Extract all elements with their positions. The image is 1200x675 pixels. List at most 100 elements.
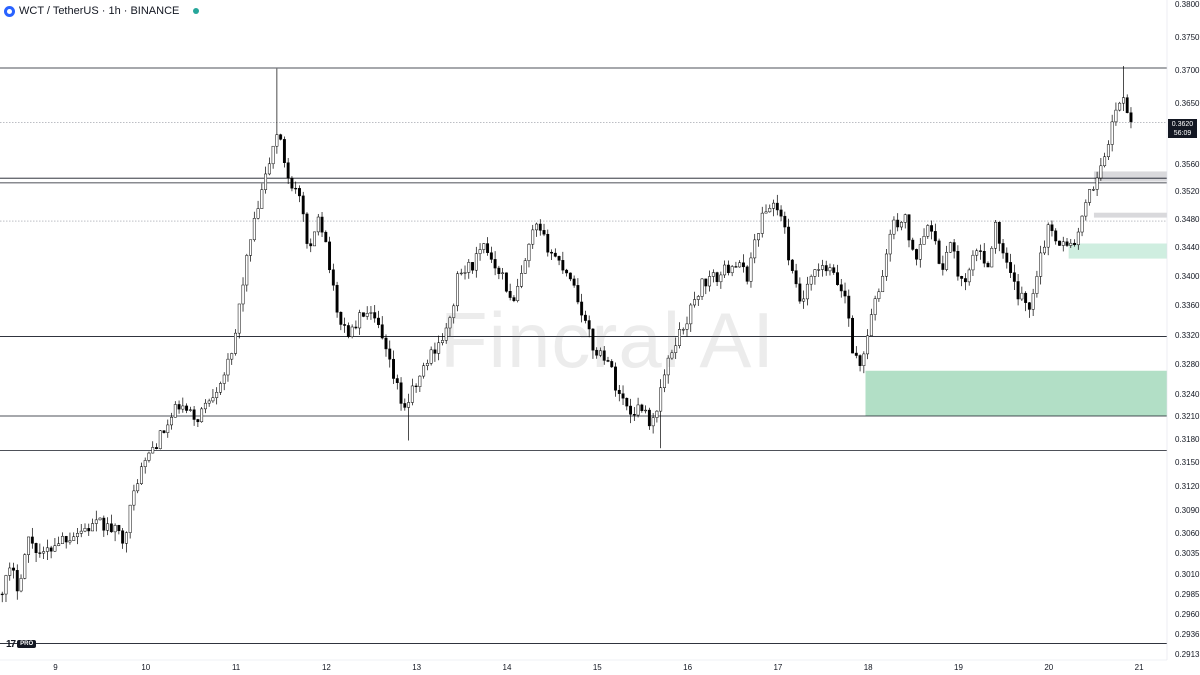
candle-down <box>12 567 15 571</box>
candle-up <box>139 466 143 484</box>
market-status-icon <box>193 8 200 14</box>
candle-up <box>316 216 320 233</box>
candle-down <box>87 528 91 532</box>
candle-down <box>309 243 313 247</box>
candle-down <box>783 215 787 228</box>
candle-up <box>1031 293 1035 310</box>
candle-down <box>986 262 990 268</box>
candle-up <box>764 211 768 214</box>
candle-up <box>128 504 132 533</box>
candle-up <box>264 173 268 190</box>
candle-up <box>1035 276 1039 294</box>
candle-up <box>94 519 98 524</box>
y-tick-label: 0.3700 <box>1175 66 1200 75</box>
candle-up <box>922 236 926 245</box>
candle-up <box>350 326 354 337</box>
candle-up <box>173 404 177 418</box>
tradingview-logo[interactable]: 17 PRO <box>6 639 37 650</box>
candle-down <box>956 250 960 277</box>
candle-down <box>896 219 900 228</box>
candle-up <box>1099 165 1103 179</box>
candle-down <box>580 301 584 316</box>
candle-up <box>708 276 712 287</box>
candle-up <box>369 312 373 314</box>
candle-up <box>234 332 237 354</box>
x-axis[interactable]: 9 10 11 12 13 14 15 16 17 18 19 20 21 <box>53 663 1144 672</box>
candle-down <box>1050 224 1054 232</box>
candle-down <box>915 249 918 260</box>
candle-down <box>1054 230 1058 242</box>
candle-up <box>877 291 881 299</box>
candle-up <box>994 221 997 249</box>
candle-up <box>456 273 459 307</box>
candle-down <box>553 252 557 257</box>
candle-up <box>700 278 704 297</box>
x-tick-label: 15 <box>593 663 602 672</box>
candle-up <box>674 345 678 353</box>
candle-up <box>1080 215 1084 233</box>
candle-up <box>651 417 655 427</box>
candle-up <box>967 269 971 283</box>
candle-down <box>1058 240 1061 246</box>
candle-up <box>158 430 162 450</box>
candle-up <box>945 251 949 270</box>
candle-up <box>452 305 456 318</box>
candle-up <box>644 409 648 412</box>
candle-down <box>557 256 561 261</box>
candle-down <box>602 350 606 361</box>
candle-up <box>76 533 79 537</box>
candle-up <box>1088 189 1092 203</box>
candle-up <box>143 460 147 467</box>
candle-down <box>343 324 347 326</box>
candle-down <box>538 223 542 231</box>
candle-down <box>346 325 350 337</box>
candle-up <box>98 517 102 521</box>
candle-down <box>395 378 399 383</box>
candle-down <box>354 326 358 329</box>
candle-up <box>72 536 76 541</box>
demand-zone <box>865 370 1167 416</box>
candle-up <box>881 275 885 293</box>
candle-down <box>779 209 783 217</box>
candle-up <box>535 223 538 231</box>
candle-up <box>693 299 696 306</box>
symbol-header[interactable]: WCT / TetherUS · 1h · BINANCE <box>4 4 200 18</box>
candle-down <box>512 297 516 301</box>
candle-down <box>373 312 377 319</box>
x-tick-label: 10 <box>141 663 150 672</box>
candle-up <box>459 272 463 275</box>
candle-down <box>0 593 4 596</box>
candle-down <box>298 188 301 197</box>
candle-up <box>768 208 772 213</box>
last-price-tag: 0.3620 56:09 <box>1168 119 1197 138</box>
y-tick-label: 0.3150 <box>1175 458 1200 467</box>
candle-down <box>279 134 283 140</box>
candle-down <box>380 324 384 339</box>
candle-up <box>260 189 264 209</box>
candle-up <box>271 145 275 165</box>
candle-down <box>843 290 847 297</box>
candle-up <box>275 134 279 147</box>
candle-down <box>952 242 956 252</box>
candle-up <box>422 365 426 377</box>
candle-up <box>760 212 764 234</box>
x-tick-label: 17 <box>773 663 782 672</box>
candle-up <box>1103 156 1107 167</box>
y-axis[interactable]: 0.3800 0.3750 0.3700 0.3650 0.3560 0.3520 0.34… <box>1175 0 1200 659</box>
candle-down <box>561 260 565 271</box>
candle-up <box>245 255 249 286</box>
y-tick-label: 0.3240 <box>1175 390 1200 399</box>
y-tick-label: 0.3060 <box>1175 529 1200 538</box>
y-tick-label: 0.2960 <box>1175 610 1200 619</box>
candle-up <box>1114 109 1118 123</box>
candle-down <box>1016 281 1020 300</box>
candle-down <box>30 536 34 544</box>
candle-up <box>1084 202 1088 217</box>
candle-down <box>647 409 651 427</box>
y-tick-label: 0.3440 <box>1175 243 1200 252</box>
candle-down <box>117 525 121 532</box>
candle-up <box>805 283 809 300</box>
candle-up <box>670 352 674 359</box>
candle-up <box>482 243 486 250</box>
